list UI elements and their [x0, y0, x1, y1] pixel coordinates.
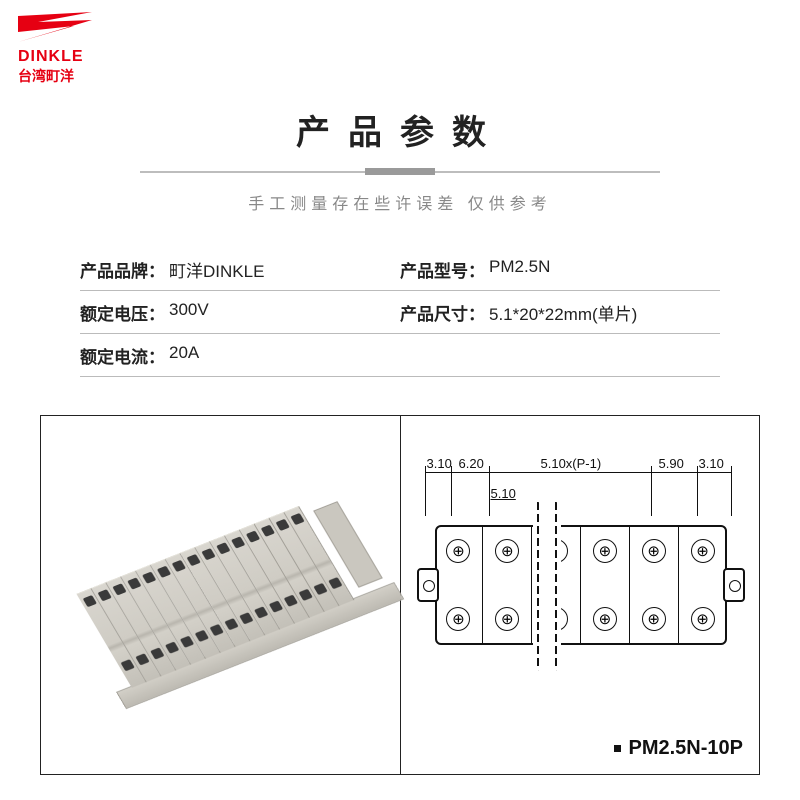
screw-icon: ⊕: [593, 607, 617, 631]
dim-label: 5.10: [491, 486, 516, 501]
dim-label: 6.20: [459, 456, 484, 471]
spec-value: PM2.5N: [489, 257, 550, 282]
screw-icon: ⊕: [495, 607, 519, 631]
brand-name-cn: 台湾町洋: [18, 66, 108, 86]
spec-table: 产品品牌： 町洋DINKLE 产品型号： PM2.5N 额定电压： 300V 产…: [80, 248, 720, 377]
page-header: 产品参数 手工测量存在些许误差 仅供参考: [0, 105, 800, 214]
spec-value: 300V: [169, 300, 209, 325]
screw-icon: ⊕: [446, 539, 470, 563]
technical-drawing: 3.10 6.20 5.10x(P-1) 5.90 3.10 5.10 ⊕ ⊕ ⊕ ⊕…: [401, 416, 760, 774]
model-label: PM2.5N-10P: [614, 737, 744, 760]
screw-icon: ⊕: [446, 607, 470, 631]
page-title: 产品参数: [0, 105, 800, 154]
screw-icon: ⊕: [691, 539, 715, 563]
table-row: 额定电压： 300V 产品尺寸： 5.1*20*22mm(单片): [80, 291, 720, 334]
spec-label: 产品品牌：: [80, 257, 165, 282]
screw-icon: ⊕: [642, 539, 666, 563]
dim-label: 5.10x(P-1): [541, 456, 602, 471]
dim-label: 3.10: [699, 456, 724, 471]
page-subtitle: 手工测量存在些许误差 仅供参考: [0, 190, 800, 214]
drawing-body: ⊕⊕⊕⊕⊕⊕⊕⊕⊕⊕⊕⊕: [435, 511, 727, 661]
spec-value: 5.1*20*22mm(单片): [489, 300, 637, 325]
spec-label: 产品尺寸：: [400, 300, 485, 325]
spec-label: 产品型号：: [400, 257, 485, 282]
table-row: 额定电流： 20A: [80, 334, 720, 377]
dim-label: 3.10: [427, 456, 452, 471]
brand-logo: DINKLE 台湾町洋: [18, 12, 108, 86]
brand-flag-icon: [18, 12, 92, 46]
title-rule: [140, 168, 660, 176]
spec-value: 町洋DINKLE: [169, 257, 264, 282]
diagram-panel: 3.10 6.20 5.10x(P-1) 5.90 3.10 5.10 ⊕ ⊕ ⊕ ⊕…: [40, 415, 760, 775]
screw-icon: ⊕: [642, 607, 666, 631]
screw-icon: ⊕: [691, 607, 715, 631]
model-text: PM2.5N-10P: [629, 737, 744, 759]
screw-icon: ⊕: [495, 539, 519, 563]
screw-icon: ⊕: [593, 539, 617, 563]
spec-value: 20A: [169, 343, 199, 368]
dim-label: 5.90: [659, 456, 684, 471]
terminal-block-icon: [77, 502, 364, 688]
break-line-icon: [533, 502, 561, 670]
spec-label: 额定电流：: [80, 343, 165, 368]
spec-label: 额定电压：: [80, 300, 165, 325]
product-render: [41, 416, 401, 774]
table-row: 产品品牌： 町洋DINKLE 产品型号： PM2.5N: [80, 248, 720, 291]
brand-name-en: DINKLE: [18, 48, 108, 66]
